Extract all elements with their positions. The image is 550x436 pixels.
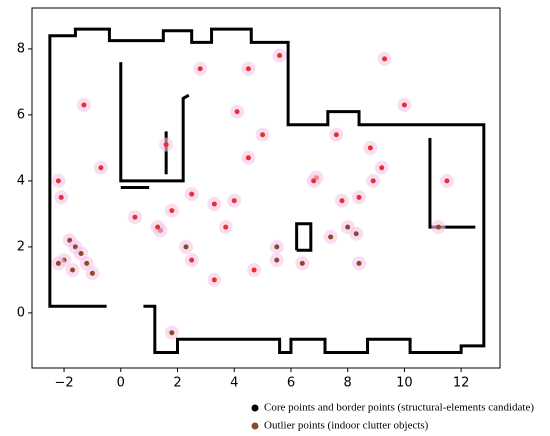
outlier-point	[234, 109, 240, 115]
outlier-point	[55, 260, 61, 266]
outlier-point	[274, 244, 280, 250]
plot-frame	[31, 7, 501, 369]
outlier-point	[328, 234, 334, 240]
outlier-point	[223, 224, 229, 230]
outlier-point	[78, 250, 84, 256]
outlier-point	[169, 208, 175, 214]
x-tick-label: 4	[230, 376, 238, 391]
wall-line	[428, 138, 476, 229]
x-tick-label: 0	[117, 376, 125, 391]
outlier-point	[84, 260, 90, 266]
outlier-point	[333, 132, 339, 138]
outlier-point	[245, 66, 251, 72]
outlier-point	[55, 178, 61, 184]
outlier-point	[132, 214, 138, 220]
x-tick-label: 2	[173, 376, 181, 391]
outlier-point	[379, 165, 385, 171]
outlier-point	[444, 178, 450, 184]
outlier-point	[367, 145, 373, 151]
outlier-point	[274, 257, 280, 263]
y-tick-label: 2	[17, 239, 25, 254]
outlier-point	[311, 178, 317, 184]
outlier-point	[353, 231, 359, 237]
x-tick-label: −2	[54, 376, 73, 391]
x-tick-label: 12	[453, 376, 470, 391]
y-tick-label: 8	[17, 41, 25, 56]
outlier-point	[189, 191, 195, 197]
outlier-point	[401, 102, 407, 108]
outlier-point	[356, 260, 362, 266]
outlier-point	[251, 267, 257, 273]
legend-marker	[251, 422, 259, 430]
outlier-point	[370, 178, 376, 184]
outlier-point	[245, 155, 251, 161]
wall-line	[295, 222, 313, 252]
legend-label: Outlier points (indoor clutter objects)	[264, 420, 429, 432]
outlier-point	[189, 257, 195, 263]
outlier-point	[231, 198, 237, 204]
outlier-point	[163, 142, 169, 148]
y-tick-label: 4	[17, 173, 25, 188]
outlier-point	[356, 194, 362, 200]
x-tick-label: 10	[396, 376, 413, 391]
legend-marker	[251, 404, 259, 412]
y-tick-label: 6	[17, 107, 25, 122]
legend-label: Core points and border points (structura…	[264, 402, 534, 414]
x-tick-label: 8	[344, 376, 352, 391]
y-tick-label: 0	[17, 305, 25, 320]
outlier-point	[339, 198, 345, 204]
wall-line	[119, 62, 190, 183]
outlier-point	[299, 260, 305, 266]
outlier-point	[260, 132, 266, 138]
outlier-point	[89, 270, 95, 276]
x-tick-label: 6	[287, 376, 295, 391]
outlier-point	[211, 277, 217, 283]
outlier-point	[277, 53, 283, 59]
wall-line	[48, 27, 486, 354]
outlier-point	[98, 165, 104, 171]
outlier-point	[81, 102, 87, 108]
outlier-point	[197, 66, 203, 72]
outlier-point	[70, 267, 76, 273]
outlier-point	[155, 224, 161, 230]
outlier-point	[345, 224, 351, 230]
outlier-point	[435, 224, 441, 230]
outlier-point	[382, 56, 388, 62]
outlier-point	[211, 201, 217, 207]
outlier-point	[183, 244, 189, 250]
outlier-point	[169, 330, 175, 336]
outlier-point	[58, 194, 64, 200]
